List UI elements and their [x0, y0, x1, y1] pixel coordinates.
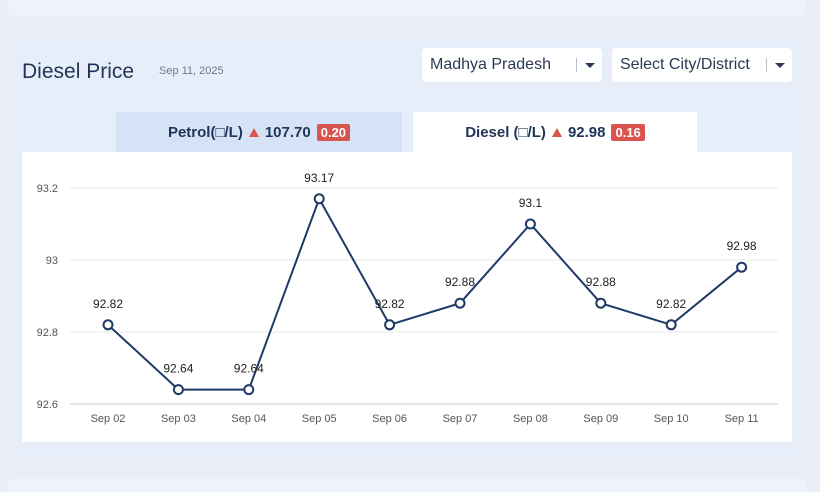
data-label: 92.82 — [656, 297, 686, 311]
next-card — [8, 478, 806, 492]
data-label: 92.64 — [163, 362, 193, 376]
data-point — [313, 193, 325, 205]
x-tick-label: Sep 09 — [583, 413, 618, 425]
data-label: 92.64 — [234, 362, 264, 376]
x-tick-label: Sep 05 — [302, 413, 337, 425]
x-tick-label: Sep 06 — [372, 413, 407, 425]
diesel-price-panel: Diesel Price Sep 11, 2025 Madhya Pradesh… — [8, 34, 806, 458]
diesel-price-chart: 92.6 92.8 93 93.2 Sep 02 Sep 03 Sep 04 Sep 05 Se… — [37, 171, 778, 425]
select-separator — [576, 58, 577, 72]
x-tick-label: Sep 04 — [231, 413, 266, 425]
y-tick-label: 93 — [46, 255, 58, 267]
previous-card — [8, 0, 806, 16]
diesel-change-badge: 0.16 — [611, 123, 645, 141]
chevron-down-icon — [585, 63, 595, 68]
data-point — [736, 261, 748, 273]
x-tick-label: Sep 08 — [513, 413, 548, 425]
data-point — [172, 384, 184, 396]
y-tick-label: 93.2 — [37, 183, 58, 195]
data-point — [102, 319, 114, 331]
data-label: 92.88 — [445, 275, 475, 289]
data-label: 92.98 — [727, 239, 757, 253]
data-label: 92.82 — [375, 297, 405, 311]
price-up-icon — [248, 127, 259, 137]
data-point — [384, 319, 396, 331]
diesel-price: 92.98 — [567, 123, 606, 141]
x-tick-label: Sep 03 — [161, 413, 196, 425]
data-point — [454, 297, 466, 309]
y-tick-label: 92.6 — [37, 399, 58, 411]
tab-petrol[interactable]: Petrol(□/L) 107.70 0.20 — [116, 112, 402, 152]
y-tick-label: 92.8 — [37, 327, 58, 339]
petrol-price: 107.70 — [264, 123, 311, 141]
data-label: 92.88 — [586, 275, 616, 289]
page-title: Diesel Price — [22, 60, 135, 83]
petrol-tab-label: Petrol(□/L) — [167, 123, 243, 141]
x-tick-label: Sep 10 — [654, 413, 689, 425]
city-select-value: Select City/District — [620, 56, 750, 73]
state-select-value: Madhya Pradesh — [430, 56, 551, 73]
city-select[interactable]: Select City/District — [612, 48, 792, 82]
series-line — [107, 196, 743, 391]
data-label: 93.1 — [519, 196, 543, 210]
chevron-down-icon — [775, 63, 785, 68]
price-up-icon — [551, 127, 562, 137]
x-tick-label: Sep 02 — [91, 413, 126, 425]
x-tick-label: Sep 11 — [725, 413, 759, 425]
price-chart-area: 92.6 92.8 93 93.2 Sep 02 Sep 03 Sep 04 Sep 05 Se… — [22, 152, 792, 442]
x-tick-label: Sep 07 — [443, 413, 478, 425]
data-label: 92.82 — [93, 297, 123, 311]
data-point — [665, 319, 677, 331]
data-point — [524, 218, 536, 230]
data-point — [595, 297, 607, 309]
data-label: 93.17 — [304, 171, 334, 185]
price-date: Sep 11, 2025 — [159, 65, 224, 77]
tab-diesel[interactable]: Diesel (□/L) 92.98 0.16 — [413, 112, 697, 152]
select-separator — [766, 58, 767, 72]
state-select[interactable]: Madhya Pradesh — [422, 48, 602, 82]
petrol-change-badge: 0.20 — [316, 123, 351, 141]
data-point — [243, 384, 255, 396]
diesel-tab-label: Diesel (□/L) — [465, 123, 546, 141]
